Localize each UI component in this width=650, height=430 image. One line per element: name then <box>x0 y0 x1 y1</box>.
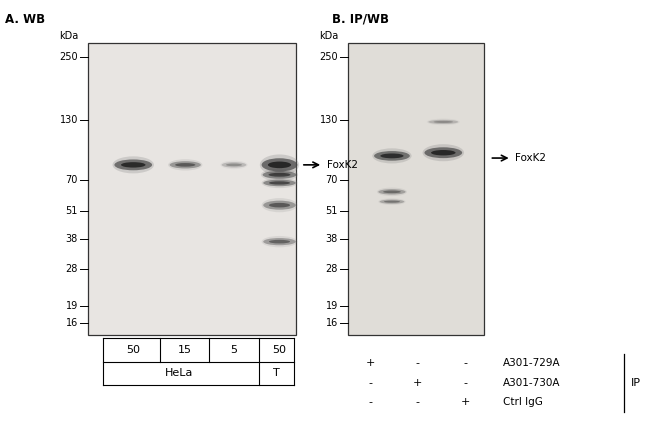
Ellipse shape <box>175 163 196 167</box>
Text: 16: 16 <box>66 317 78 328</box>
Text: 250: 250 <box>319 52 338 62</box>
Ellipse shape <box>260 154 299 175</box>
Text: 51: 51 <box>326 206 338 216</box>
Text: 38: 38 <box>326 234 338 244</box>
Text: 19: 19 <box>326 301 338 311</box>
Text: 50: 50 <box>126 345 140 355</box>
Text: -: - <box>416 397 420 407</box>
Text: T: T <box>273 369 280 378</box>
Text: +: + <box>413 378 423 388</box>
Text: -: - <box>463 378 467 388</box>
Text: B. IP/WB: B. IP/WB <box>332 13 389 26</box>
Ellipse shape <box>222 162 246 168</box>
Ellipse shape <box>261 158 298 172</box>
Text: FoxK2: FoxK2 <box>327 160 358 170</box>
Text: A301-729A: A301-729A <box>503 358 561 369</box>
Text: -: - <box>463 358 467 369</box>
Text: IP: IP <box>630 378 640 388</box>
Text: A301-730A: A301-730A <box>503 378 560 388</box>
Text: 28: 28 <box>326 264 338 273</box>
Ellipse shape <box>261 236 298 247</box>
Ellipse shape <box>261 178 298 188</box>
Ellipse shape <box>263 201 296 210</box>
Text: A. WB: A. WB <box>5 13 46 26</box>
Ellipse shape <box>428 120 458 124</box>
Ellipse shape <box>424 147 462 158</box>
Text: 130: 130 <box>320 115 338 126</box>
Text: +: + <box>366 358 375 369</box>
Ellipse shape <box>112 157 154 173</box>
Text: 250: 250 <box>59 52 78 62</box>
Text: kDa: kDa <box>58 31 78 41</box>
Ellipse shape <box>380 200 404 204</box>
Text: +: + <box>461 397 470 407</box>
Ellipse shape <box>168 159 202 171</box>
Text: -: - <box>369 378 372 388</box>
Bar <box>88 43 296 335</box>
Ellipse shape <box>121 162 146 168</box>
Text: 16: 16 <box>326 317 338 328</box>
Ellipse shape <box>374 151 410 161</box>
Ellipse shape <box>261 169 298 181</box>
Text: kDa: kDa <box>318 31 338 41</box>
Text: 15: 15 <box>178 345 192 355</box>
Ellipse shape <box>269 240 290 243</box>
Text: 51: 51 <box>66 206 78 216</box>
Ellipse shape <box>431 150 456 155</box>
Ellipse shape <box>170 161 201 169</box>
Text: HeLa: HeLa <box>164 369 193 378</box>
Ellipse shape <box>378 189 406 194</box>
Ellipse shape <box>263 171 296 179</box>
Ellipse shape <box>269 203 290 207</box>
Text: 28: 28 <box>66 264 78 273</box>
Text: 70: 70 <box>326 175 338 185</box>
Ellipse shape <box>263 180 296 186</box>
Ellipse shape <box>427 119 460 125</box>
Ellipse shape <box>268 162 291 168</box>
Ellipse shape <box>380 154 404 158</box>
Ellipse shape <box>220 161 248 169</box>
Ellipse shape <box>261 198 298 212</box>
Ellipse shape <box>226 163 242 166</box>
Bar <box>348 43 484 335</box>
Ellipse shape <box>378 198 406 205</box>
Ellipse shape <box>434 121 453 123</box>
Ellipse shape <box>268 173 291 177</box>
Text: -: - <box>369 397 372 407</box>
Text: Ctrl IgG: Ctrl IgG <box>503 397 543 407</box>
Text: 19: 19 <box>66 301 78 311</box>
Ellipse shape <box>422 144 464 161</box>
Text: -: - <box>416 358 420 369</box>
Ellipse shape <box>372 148 411 163</box>
Ellipse shape <box>377 187 407 196</box>
Text: FoxK2: FoxK2 <box>515 153 547 163</box>
Text: 5: 5 <box>231 345 237 355</box>
Ellipse shape <box>384 201 400 203</box>
Ellipse shape <box>269 181 290 184</box>
Text: 38: 38 <box>66 234 78 244</box>
Ellipse shape <box>263 238 296 245</box>
Text: 50: 50 <box>272 345 287 355</box>
Text: 130: 130 <box>60 115 78 126</box>
Ellipse shape <box>114 160 152 170</box>
Ellipse shape <box>383 190 401 193</box>
Text: 70: 70 <box>66 175 78 185</box>
